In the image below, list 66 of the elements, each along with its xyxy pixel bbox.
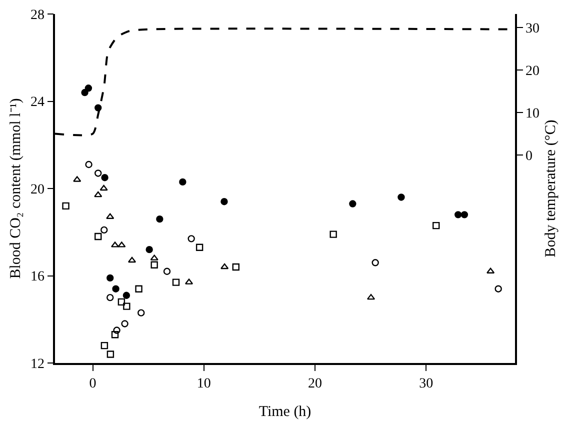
point xyxy=(172,278,180,286)
point xyxy=(62,202,70,210)
x-tick-label: 30 xyxy=(419,376,434,392)
point xyxy=(220,198,228,206)
point xyxy=(81,88,88,96)
x-tick-label: 10 xyxy=(196,376,211,392)
y-tick-label: 20 xyxy=(30,182,44,198)
point xyxy=(85,160,92,168)
point xyxy=(73,176,82,182)
point xyxy=(118,242,126,248)
y-tick-label: 28 xyxy=(30,8,44,23)
point xyxy=(100,226,108,234)
point xyxy=(122,292,130,299)
point xyxy=(146,246,153,254)
point xyxy=(179,178,186,186)
y-tick-label: 12 xyxy=(30,356,44,372)
point xyxy=(432,222,440,230)
point xyxy=(398,194,405,201)
y2-tick-label: 20 xyxy=(526,64,540,79)
point xyxy=(94,104,102,112)
point xyxy=(330,230,337,238)
point xyxy=(100,342,108,350)
point xyxy=(188,235,195,242)
point xyxy=(372,259,379,266)
y-tick-label: 24 xyxy=(30,95,44,110)
y-tick-label: 16 xyxy=(30,270,44,285)
point xyxy=(112,285,120,292)
x-tick-label: 0 xyxy=(89,376,96,392)
x-axis-title: Time (h) xyxy=(258,404,312,420)
x-tick-label: 20 xyxy=(308,376,322,392)
y2-tick-label: 30 xyxy=(526,21,540,36)
point xyxy=(106,274,114,282)
point xyxy=(460,211,468,218)
y2-axis-title: Body temperature (°C) xyxy=(543,120,560,258)
point xyxy=(156,215,164,223)
point xyxy=(100,184,108,191)
point xyxy=(123,302,130,310)
point xyxy=(196,244,204,251)
point xyxy=(135,285,142,292)
point xyxy=(118,298,126,306)
point xyxy=(163,268,171,275)
y2-tick-label: 10 xyxy=(526,106,540,122)
y-axis-title: Blood CO₂ content (mmol l⁻¹) xyxy=(8,98,24,279)
point xyxy=(150,261,158,268)
point xyxy=(84,84,92,92)
point xyxy=(128,256,136,263)
point xyxy=(101,174,108,182)
point xyxy=(106,350,114,358)
point xyxy=(220,263,229,270)
point xyxy=(232,263,240,271)
point xyxy=(94,170,102,177)
point xyxy=(366,294,376,300)
point xyxy=(454,211,462,218)
point xyxy=(494,285,502,292)
point xyxy=(121,320,128,328)
point xyxy=(106,213,114,219)
point xyxy=(111,331,119,338)
point xyxy=(106,294,114,302)
point xyxy=(150,254,158,260)
point xyxy=(94,191,102,198)
point xyxy=(94,232,102,240)
point xyxy=(349,200,356,208)
point xyxy=(138,309,145,316)
point xyxy=(113,326,120,334)
point xyxy=(486,268,495,274)
y2-tick-label: 0 xyxy=(526,148,533,164)
